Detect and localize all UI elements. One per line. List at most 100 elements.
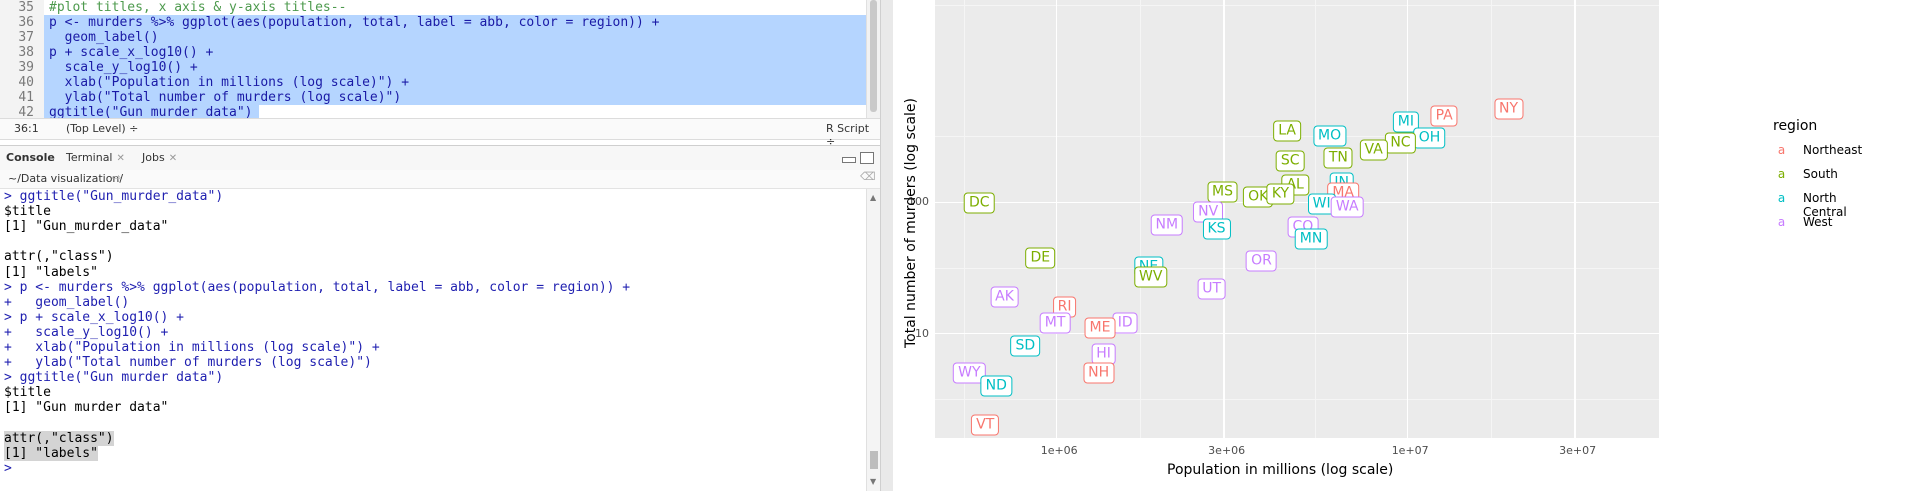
legend-label: South: [1803, 167, 1838, 181]
selection-highlight: [44, 90, 866, 105]
point-label-ut: UT: [1197, 278, 1227, 300]
console-output-line: [1] "Gun murder data": [4, 400, 169, 416]
legend-key: a: [1777, 215, 1786, 229]
go-to-directory-icon[interactable]: ⇨: [112, 171, 122, 184]
scroll-down-icon[interactable]: ▼: [870, 477, 877, 486]
point-label-nm: NM: [1150, 214, 1184, 236]
x-axis-title: Population in millions (log scale): [1167, 462, 1394, 478]
point-label-la: LA: [1273, 120, 1301, 142]
console-input-line: >: [4, 460, 20, 476]
console-output-line: attr(,"class"): [4, 430, 114, 446]
x-tick-label: 1e+06: [1040, 444, 1078, 457]
console-scroll-thumb[interactable]: [870, 451, 878, 469]
point-label-oh: OH: [1413, 127, 1446, 149]
source-editor[interactable]: 35 36 37 38 39 40 41 42 #plot titles, x axis & …: [0, 0, 881, 120]
file-type-selector[interactable]: R Script ÷: [826, 122, 870, 148]
point-label-mi: MI: [1392, 111, 1420, 133]
point-label-me: ME: [1084, 317, 1116, 339]
minor-gridline: [935, 267, 1659, 269]
point-label-wy: WY: [953, 362, 986, 384]
minor-gridline: [935, 398, 1659, 400]
line-number: 39: [18, 60, 34, 75]
code-line[interactable]: geom_label(): [49, 30, 159, 45]
line-number: 36: [18, 15, 34, 30]
console-output[interactable]: > ggtitle("Gun_murder_data") $title [1] "G…: [0, 189, 866, 491]
legend-entry: a West: [1773, 214, 1833, 238]
point-label-wa: WA: [1330, 196, 1364, 218]
point-label-or: OR: [1246, 250, 1277, 272]
line-number: 38: [18, 45, 34, 60]
tab-jobs[interactable]: Jobs ✕: [142, 151, 177, 164]
minor-gridline: [1490, 0, 1492, 438]
legend-key: a: [1777, 167, 1786, 181]
console-path-bar: ~/Data visualization/ ⇨ ⌫: [0, 170, 880, 189]
minimize-pane-icon[interactable]: [842, 157, 856, 163]
point-label-id: ID: [1112, 312, 1138, 334]
console-input-line: > p <- murders %>% ggplot(aes(population…: [4, 279, 631, 295]
console-scrollbar[interactable]: ▲ ▼: [866, 189, 881, 491]
selection-highlight: [44, 60, 866, 75]
close-icon[interactable]: ✕: [168, 153, 178, 164]
legend-key: a: [1777, 143, 1786, 157]
code-line[interactable]: ggtitle("Gun murder data"): [49, 105, 253, 120]
legend-label: North Central: [1803, 191, 1847, 219]
selection-highlight: [44, 45, 866, 60]
point-label-wv: WV: [1134, 266, 1168, 288]
point-label-sc: SC: [1275, 150, 1305, 172]
clear-console-icon[interactable]: ⌫: [860, 170, 876, 183]
console-input-line: > ggtitle("Gun_murder_data"): [4, 189, 224, 204]
scroll-up-icon[interactable]: ▲: [870, 193, 877, 202]
minor-gridline: [1139, 0, 1141, 438]
close-icon[interactable]: ✕: [116, 153, 125, 164]
point-label-ny: NY: [1494, 98, 1524, 120]
legend-entry: a North Central: [1773, 190, 1847, 219]
major-gridline: [1055, 0, 1058, 438]
plot-pane: DCLAMOMIPANYOHNCVASCTNALMSOKKYINMAWIWANV…: [893, 0, 1908, 491]
line-number: 41: [18, 90, 34, 105]
editor-status-bar: 36:1 (Top Level) ÷ R Script ÷: [0, 118, 880, 148]
legend-entry: a Northeast: [1773, 142, 1862, 166]
legend-key: a: [1777, 191, 1786, 205]
legend-title: region: [1773, 118, 1818, 134]
code-line[interactable]: #plot titles, x axis & y-axis titles--: [49, 0, 347, 15]
major-gridline: [935, 201, 1659, 204]
point-label-hi: HI: [1091, 343, 1116, 365]
code-line[interactable]: ylab("Total number of murders (log scale…: [49, 90, 402, 105]
editor-scroll-thumb[interactable]: [870, 0, 877, 112]
tab-console[interactable]: Console: [6, 151, 55, 164]
working-directory[interactable]: ~/Data visualization/: [8, 172, 124, 185]
editor-scrollbar[interactable]: [866, 0, 880, 118]
line-number: 42: [18, 105, 34, 120]
point-label-mt: MT: [1039, 312, 1071, 334]
maximize-pane-icon[interactable]: [860, 152, 874, 164]
scope-selector[interactable]: (Top Level) ÷: [66, 122, 139, 135]
left-pane: 35 36 37 38 39 40 41 42 #plot titles, x axis & …: [0, 0, 881, 491]
minor-gridline: [964, 0, 966, 438]
line-number: 35: [18, 0, 34, 15]
point-label-nc: NC: [1385, 132, 1416, 154]
point-label-ks: KS: [1202, 218, 1231, 240]
pane-splitter[interactable]: [880, 0, 894, 491]
legend-label: Northeast: [1803, 143, 1863, 157]
tab-terminal[interactable]: Terminal ✕: [66, 151, 125, 164]
tab-console-label: Console: [6, 151, 55, 164]
line-number: 40: [18, 75, 34, 90]
point-label-nh: NH: [1083, 362, 1115, 384]
console-input-line: > ggtitle("Gun murder data"): [4, 370, 224, 386]
code-line[interactable]: p <- murders %>% ggplot(aes(population, …: [49, 15, 660, 30]
point-label-de: DE: [1025, 247, 1056, 269]
legend-label: West: [1803, 215, 1833, 229]
code-line[interactable]: p + scale_x_log10() +: [49, 45, 214, 60]
console-output-line: [1] "labels": [4, 264, 98, 280]
legend-entries: a Northeast a South a North Central a West: [1773, 142, 1862, 238]
console-input-line: + geom_label(): [4, 294, 130, 310]
major-gridline: [935, 332, 1659, 335]
console-output-line: $title: [4, 385, 51, 401]
tab-terminal-label: Terminal: [66, 151, 113, 164]
selection-highlight: [44, 105, 259, 120]
console-input-line: + xlab("Population in millions (log scal…: [4, 340, 380, 355]
point-label-ak: AK: [990, 286, 1019, 308]
code-line[interactable]: xlab("Population in millions (log scale)…: [49, 75, 410, 90]
selection-highlight: [44, 15, 866, 30]
code-line[interactable]: scale_y_log10() +: [49, 60, 198, 75]
